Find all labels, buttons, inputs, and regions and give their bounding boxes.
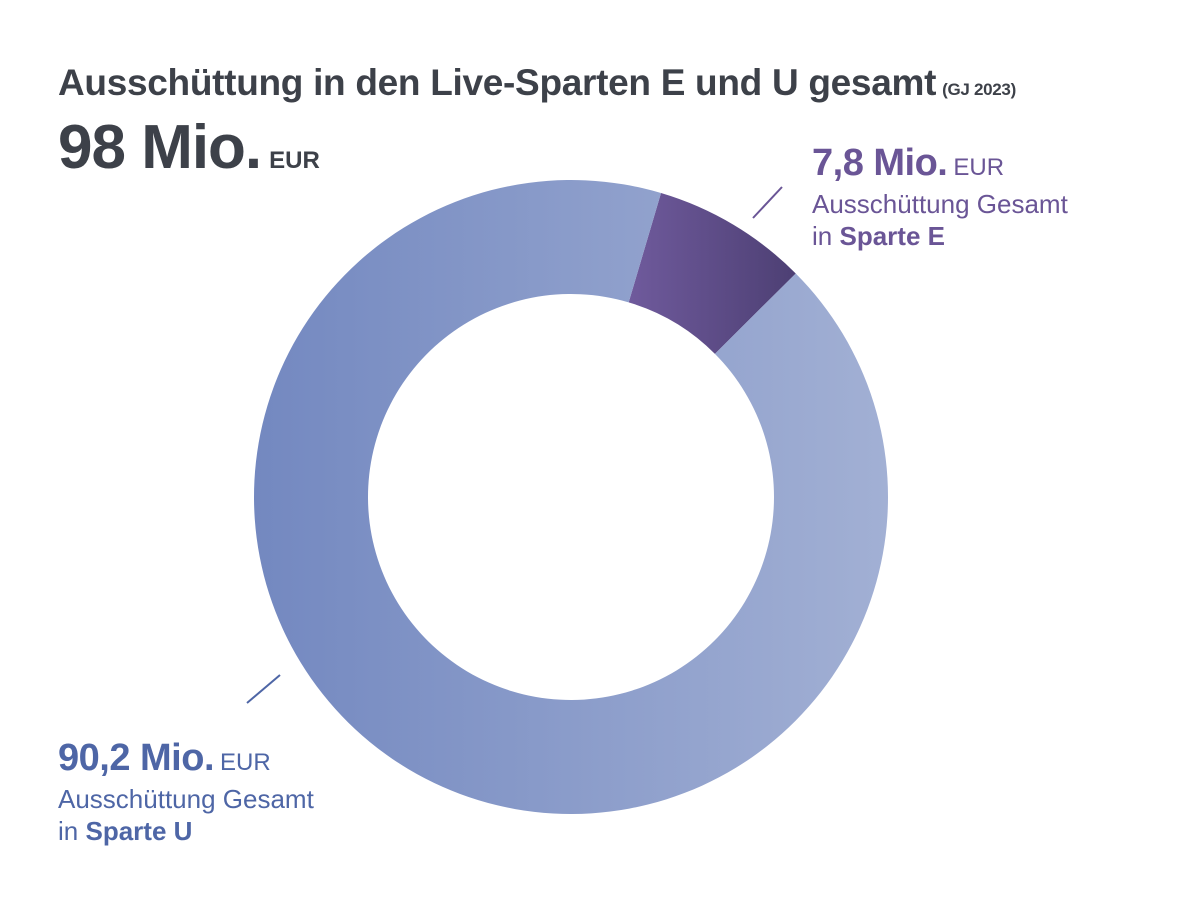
total-value: 98 Mio. [58, 113, 262, 182]
chart-title: Ausschüttung in den Live-Sparten E und U… [58, 62, 1016, 104]
sparte-e-name: Sparte E [839, 221, 945, 251]
label-sparte-e: 7,8 Mio. EUR Ausschüttung Gesamt in Spart… [812, 140, 1068, 253]
total-unit: EUR [269, 147, 320, 174]
chart-title-main: Ausschüttung in den Live-Sparten E und U… [58, 62, 937, 103]
label-sparte-u: 90,2 Mio. EUR Ausschüttung Gesamt in Spar… [58, 735, 314, 848]
leader-line-e [752, 186, 783, 219]
slice-sparte-e [628, 193, 796, 354]
sparte-u-amount: 90,2 Mio. [58, 737, 215, 779]
slice-sparte-u [254, 180, 889, 815]
sparte-u-prefix: in [58, 816, 79, 846]
chart-title-suffix: (GJ 2023) [942, 80, 1016, 99]
sparte-e-desc: Ausschüttung Gesamt [812, 188, 1068, 219]
sparte-e-unit: EUR [953, 154, 1005, 181]
sparte-u-desc: Ausschüttung Gesamt [58, 783, 314, 814]
sparte-e-amount: 7,8 Mio. [812, 142, 948, 184]
sparte-u-unit: EUR [220, 749, 271, 776]
total-amount: 98 Mio. EUR [58, 112, 320, 183]
sparte-u-name: Sparte U [85, 816, 193, 846]
leader-line-u [246, 674, 281, 704]
donut-slices [254, 180, 889, 815]
sparte-e-prefix: in [812, 221, 833, 251]
